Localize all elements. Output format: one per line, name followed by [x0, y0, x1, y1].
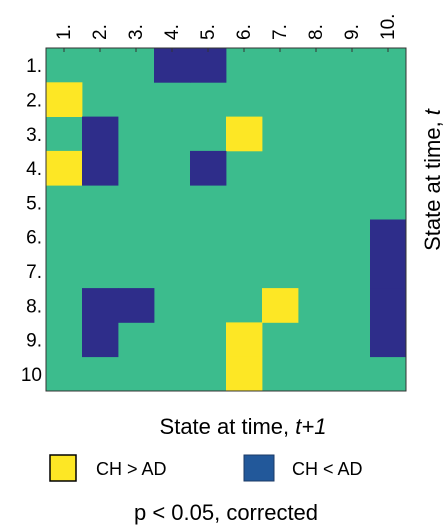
y-tick-labels: 1. 2. 3. 4. 5. 6. 7. 8. 9. 10: [21, 56, 42, 386]
legend-swatch-ch-lt-ad: [243, 454, 275, 482]
y-tick-label: 9.: [26, 331, 42, 352]
heatmap-cell-r7-c10: [370, 253, 407, 289]
heatmap-cell-r8-c2: [82, 288, 119, 323]
y-tick-label: 4.: [26, 159, 42, 180]
heatmap-cell-r1-c4: [154, 48, 191, 83]
heatmap-cell-r8-c7: [262, 288, 299, 323]
y-axis-label: State at time, t: [420, 108, 443, 251]
legend: CH > AD CH < AD: [49, 454, 363, 482]
x-tick-label: 2.: [90, 24, 111, 40]
heatmap-cell-r8-c10: [370, 288, 407, 323]
y-tick-label: 1.: [26, 56, 42, 77]
heatmap-cell-r9-c6: [226, 322, 263, 358]
heatmap-cell-r4-c5: [190, 150, 227, 186]
heatmap-cell-r2-c1: [46, 82, 83, 117]
heatmap-cell-r3-c2: [82, 116, 119, 152]
x-tick-labels: 1. 2. 3. 4. 5. 6. 7. 8. 9. 10.: [54, 14, 399, 40]
heatmap-cell-r9-c10: [370, 322, 407, 358]
x-tick-label: 7.: [270, 24, 291, 40]
y-tick-label: 2.: [26, 90, 42, 111]
x-tick-label: 10.: [378, 14, 399, 40]
heatmap-cell-r6-c10: [370, 219, 407, 255]
heatmap-cells: [45, 47, 407, 392]
y-tick-label: 6.: [26, 228, 42, 249]
heatmap-cell-r9-c2: [82, 322, 119, 358]
legend-swatch-ch-gt-ad: [49, 454, 77, 482]
y-tick-label: 5.: [26, 193, 42, 214]
x-axis-label: State at time, t+1: [160, 414, 327, 439]
x-tick-label: 9.: [342, 24, 363, 40]
x-tick-label: 5.: [198, 24, 219, 40]
y-tick-label: 10: [21, 365, 42, 386]
x-tick-label: 3.: [126, 24, 147, 40]
legend-label-ch-gt-ad: CH > AD: [96, 459, 167, 479]
x-tick-label: 1.: [54, 24, 75, 40]
heatmap-cell-r1-c5: [190, 48, 227, 83]
significance-note: p < 0.05, corrected: [134, 500, 318, 525]
heatmap-cell-r3-c6: [226, 116, 263, 152]
y-tick-label: 3.: [26, 125, 42, 146]
heatmap-cell-r4-c2: [82, 150, 119, 186]
legend-label-ch-lt-ad: CH < AD: [292, 459, 363, 479]
y-tick-label: 7.: [26, 262, 42, 283]
plot-frame: [45, 47, 407, 392]
heatmap-cell-r10-c6: [226, 356, 263, 392]
x-tick-label: 4.: [162, 24, 183, 40]
y-tick-label: 8.: [26, 296, 42, 317]
heatmap-cell-r8-c3: [118, 288, 155, 323]
heatmap-cell-r4-c1: [46, 150, 83, 186]
x-tick-label: 8.: [306, 24, 327, 40]
x-tick-label: 6.: [234, 24, 255, 40]
